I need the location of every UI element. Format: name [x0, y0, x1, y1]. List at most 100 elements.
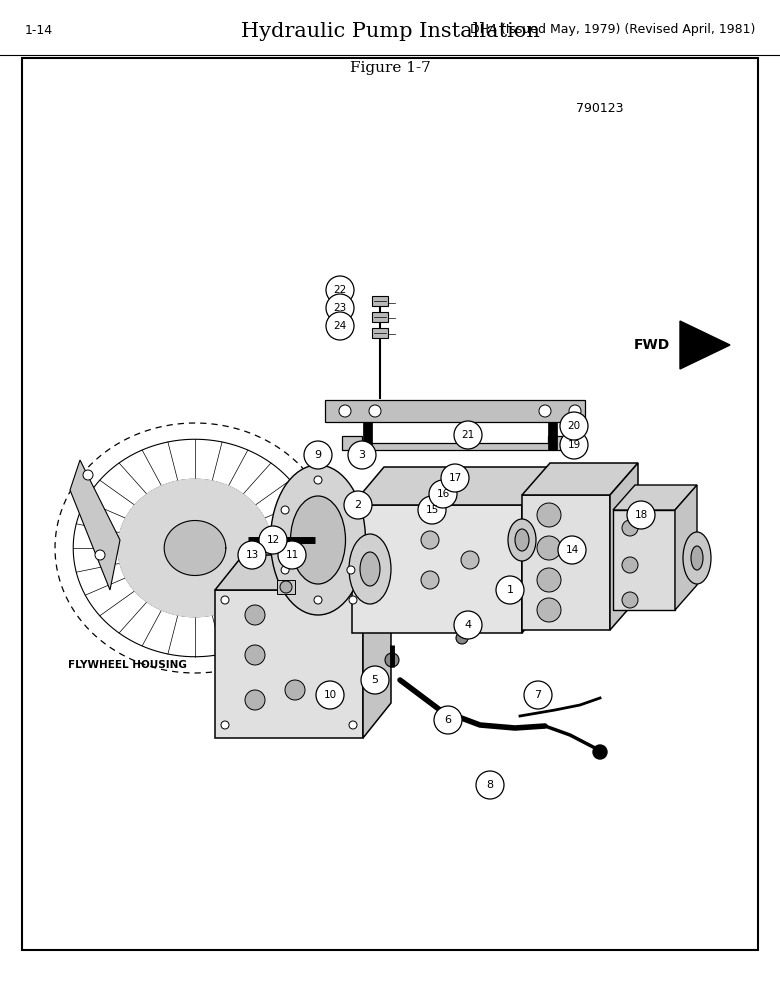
Text: 18: 18: [634, 510, 647, 520]
Circle shape: [278, 541, 306, 569]
Ellipse shape: [691, 546, 703, 570]
Polygon shape: [675, 485, 697, 610]
Circle shape: [349, 596, 357, 604]
Circle shape: [245, 605, 265, 625]
Circle shape: [259, 526, 287, 554]
Circle shape: [344, 491, 372, 519]
Circle shape: [622, 592, 638, 608]
Circle shape: [454, 611, 482, 639]
Text: 10: 10: [324, 690, 336, 700]
Circle shape: [95, 550, 105, 560]
Text: 23: 23: [333, 303, 346, 313]
Circle shape: [537, 598, 561, 622]
Polygon shape: [165, 521, 225, 575]
Ellipse shape: [508, 519, 536, 561]
Circle shape: [537, 503, 561, 527]
Polygon shape: [613, 510, 675, 610]
Circle shape: [524, 681, 552, 709]
Text: 3: 3: [359, 450, 366, 460]
Circle shape: [385, 653, 399, 667]
Text: 7: 7: [534, 690, 541, 700]
Text: 14: 14: [566, 545, 579, 555]
Circle shape: [429, 480, 457, 508]
Polygon shape: [342, 436, 568, 450]
Circle shape: [281, 506, 289, 514]
Circle shape: [539, 405, 551, 417]
Text: 790123: 790123: [576, 102, 624, 114]
Ellipse shape: [349, 534, 391, 604]
Text: 24: 24: [333, 321, 346, 331]
Circle shape: [560, 412, 588, 440]
Circle shape: [314, 476, 322, 484]
Circle shape: [281, 566, 289, 574]
Circle shape: [304, 441, 332, 469]
Ellipse shape: [271, 465, 366, 615]
Text: 19: 19: [567, 440, 580, 450]
Circle shape: [314, 596, 322, 604]
Polygon shape: [363, 555, 391, 738]
Text: FWD: FWD: [633, 338, 670, 352]
Circle shape: [560, 431, 588, 459]
Circle shape: [245, 690, 265, 710]
Circle shape: [326, 312, 354, 340]
Polygon shape: [610, 463, 638, 630]
Circle shape: [347, 506, 355, 514]
Polygon shape: [352, 505, 522, 633]
Text: 11: 11: [285, 550, 299, 560]
Circle shape: [369, 405, 381, 417]
Text: Hydraulic Pump Installation: Hydraulic Pump Installation: [240, 22, 540, 41]
Text: 2: 2: [354, 500, 362, 510]
Circle shape: [627, 501, 655, 529]
Text: 22: 22: [333, 285, 346, 295]
Text: 17: 17: [448, 473, 462, 483]
Circle shape: [454, 421, 482, 449]
Circle shape: [421, 571, 439, 589]
Polygon shape: [522, 495, 610, 630]
Circle shape: [537, 536, 561, 560]
Text: 21: 21: [462, 430, 474, 440]
Circle shape: [421, 531, 439, 549]
Circle shape: [593, 745, 607, 759]
Polygon shape: [118, 479, 272, 617]
Polygon shape: [522, 463, 638, 495]
Circle shape: [349, 721, 357, 729]
Bar: [372, 328, 388, 338]
Circle shape: [245, 645, 265, 665]
Polygon shape: [215, 590, 363, 738]
Circle shape: [221, 596, 229, 604]
Ellipse shape: [290, 496, 346, 584]
Circle shape: [569, 405, 581, 417]
Circle shape: [280, 581, 292, 593]
Polygon shape: [215, 555, 391, 590]
Circle shape: [537, 568, 561, 592]
Polygon shape: [680, 321, 730, 369]
Polygon shape: [352, 467, 554, 505]
Circle shape: [622, 557, 638, 573]
Circle shape: [434, 706, 462, 734]
Circle shape: [476, 771, 504, 799]
Text: 4: 4: [464, 620, 472, 630]
Bar: [372, 296, 388, 306]
Text: FLYWHEEL HOUSING: FLYWHEEL HOUSING: [68, 660, 187, 670]
Circle shape: [339, 405, 351, 417]
Circle shape: [221, 721, 229, 729]
Bar: [277, 580, 295, 594]
Text: 1: 1: [506, 585, 513, 595]
Text: 16: 16: [436, 489, 449, 499]
Ellipse shape: [360, 552, 380, 586]
Circle shape: [83, 470, 93, 480]
Text: 12: 12: [267, 535, 279, 545]
Circle shape: [558, 536, 586, 564]
Text: DH4 (Issued May, 1979) (Revised April, 1981): DH4 (Issued May, 1979) (Revised April, 1…: [470, 23, 755, 36]
Ellipse shape: [683, 532, 711, 584]
Bar: [325, 400, 585, 422]
Polygon shape: [522, 467, 554, 633]
Circle shape: [285, 680, 305, 700]
Circle shape: [441, 464, 469, 492]
Circle shape: [347, 566, 355, 574]
Circle shape: [326, 276, 354, 304]
Circle shape: [361, 666, 389, 694]
Circle shape: [316, 681, 344, 709]
Text: 5: 5: [371, 675, 378, 685]
Bar: [22, 58, 758, 950]
